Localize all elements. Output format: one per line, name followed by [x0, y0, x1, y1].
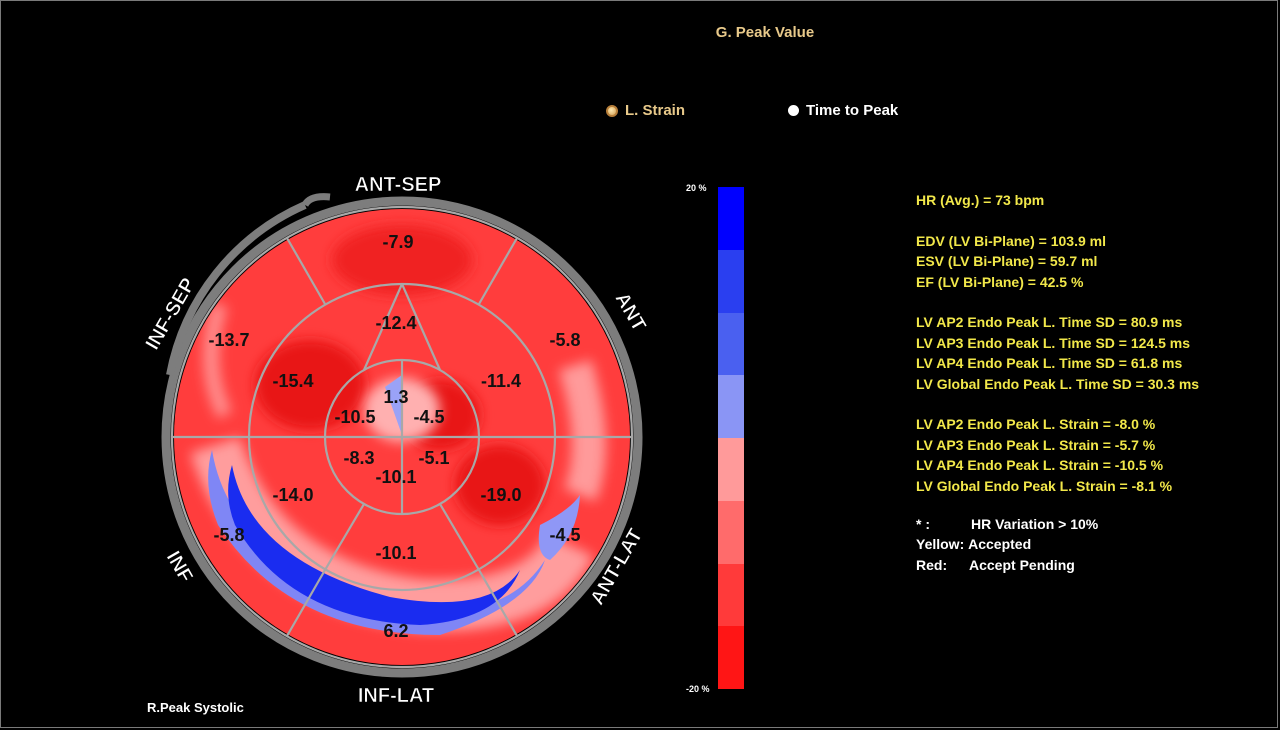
segment-apical-ant: 1.3 — [383, 387, 408, 407]
strain-colorbar — [718, 187, 744, 689]
time-to-peak-radio[interactable]: Time to Peak — [788, 102, 898, 119]
stat-ap3-time: LV AP3 Endo Peak L. Time SD = 124.5 ms — [916, 334, 1191, 351]
segment-mid-inf-lat: -10.1 — [375, 543, 416, 563]
legend-star-value: HR Variation > 10% — [971, 516, 1099, 532]
strain-dark-zones — [255, 225, 545, 525]
wall-label-ant-sep: ANT-SEP — [355, 174, 442, 196]
segment-apical-lat: -4.5 — [413, 407, 444, 427]
segment-mid-inf-sep: -15.4 — [272, 371, 313, 391]
colorbar-max-label: 20 % — [686, 183, 707, 193]
segment-mid-inf: -14.0 — [272, 485, 313, 505]
legend-star-key: * : — [916, 516, 930, 532]
strain-apex-blue — [385, 375, 402, 435]
colorbar-segment — [718, 563, 744, 627]
strain-radio-label: L. Strain — [625, 102, 686, 119]
segment-basal-ant-lat: -4.5 — [549, 525, 580, 545]
bullseye-plot: ANT-SEP ANT ANT-LAT INF-LAT INF INF-SEP … — [141, 174, 650, 705]
page-title: G. Peak Value — [715, 24, 815, 41]
phase-label: R.Peak Systolic — [147, 700, 244, 715]
segment-basal-ant-sep: -7.9 — [382, 232, 413, 252]
stat-ap4-time: LV AP4 Endo Peak L. Time SD = 61.8 ms — [916, 355, 1183, 372]
colorbar-segment — [718, 312, 744, 376]
radio-unselected-icon — [788, 105, 799, 116]
segment-basal-inf-lat: 6.2 — [383, 621, 408, 641]
segment-mid-ant-lat: -19.0 — [480, 485, 521, 505]
stat-esv: ESV (LV Bi-Plane) = 59.7 ml — [916, 253, 1098, 270]
legend-yellow-key: Yellow: — [916, 536, 965, 553]
status-legend: * : HR Variation > 10% Yellow: Accepted … — [916, 514, 1098, 575]
legend-red-value: Accept Pending — [969, 556, 1075, 573]
legend-row-star: * : HR Variation > 10% — [916, 514, 1098, 534]
strain-blue-band-lat — [538, 495, 580, 560]
wall-label-inf: INF — [162, 548, 197, 587]
septal-outer-arc — [166, 201, 307, 376]
segment-apical-inf: -5.1 — [418, 448, 449, 468]
segment-basal-inf: -5.8 — [213, 525, 244, 545]
segment-apical-sep-inf: -8.3 — [343, 448, 374, 468]
segment-apical-inf-lat: -10.1 — [375, 467, 416, 487]
strain-radio[interactable]: L. Strain — [606, 102, 685, 119]
stat-ap2-strain: LV AP2 Endo Peak L. Strain = -8.0 % — [916, 416, 1156, 433]
segment-apical-sep: -10.5 — [334, 407, 375, 427]
legend-row-yellow: Yellow: Accepted — [916, 534, 1098, 554]
segment-mid-ant-sep: -12.4 — [375, 313, 416, 333]
legend-yellow-value: Accepted — [968, 536, 1032, 553]
stat-ap2-time: LV AP2 Endo Peak L. Time SD = 80.9 ms — [916, 314, 1183, 331]
stat-ap4-strain: LV AP4 Endo Peak L. Strain = -10.5 % — [916, 457, 1164, 474]
segment-grid — [170, 205, 634, 669]
stats-panel: HR (Avg.) = 73 bpm EDV (LV Bi-Plane) = 1… — [916, 190, 1199, 496]
stat-ap3-strain: LV AP3 Endo Peak L. Strain = -5.7 % — [916, 436, 1156, 453]
segment-basal-inf-sep: -13.7 — [208, 330, 249, 350]
colorbar-segment — [718, 249, 744, 313]
stat-hr: HR (Avg.) = 73 bpm — [916, 192, 1045, 208]
segment-mid-ant: -11.4 — [481, 371, 521, 391]
colorbar-min-label: -20 % — [686, 684, 710, 694]
septal-arc-connector — [301, 193, 331, 207]
legend-red-key: Red: — [916, 556, 948, 573]
colorbar-segment — [718, 500, 744, 564]
segment-basal-ant: -5.8 — [549, 330, 580, 350]
outer-ring — [161, 196, 643, 678]
strain-blue-band-light — [208, 450, 545, 635]
stat-edv: EDV (LV Bi-Plane) = 103.9 ml — [916, 232, 1106, 249]
strain-blue-band — [228, 465, 520, 625]
colorbar-segment — [718, 438, 744, 501]
colorbar-segment — [718, 187, 744, 250]
wall-label-inf-lat: INF-LAT — [358, 685, 434, 705]
time-to-peak-radio-label: Time to Peak — [806, 102, 899, 119]
colorbar-segment — [718, 626, 744, 689]
stat-ef: EF (LV Bi-Plane) = 42.5 % — [916, 273, 1084, 290]
stat-global-time: LV Global Endo Peak L. Time SD = 30.3 ms — [916, 375, 1200, 392]
radio-selected-icon — [606, 104, 618, 117]
legend-row-red: Red: Accept Pending — [916, 555, 1098, 575]
stat-global-strain: LV Global Endo Peak L. Strain = -8.1 % — [916, 477, 1173, 494]
colorbar-segment — [718, 375, 744, 438]
